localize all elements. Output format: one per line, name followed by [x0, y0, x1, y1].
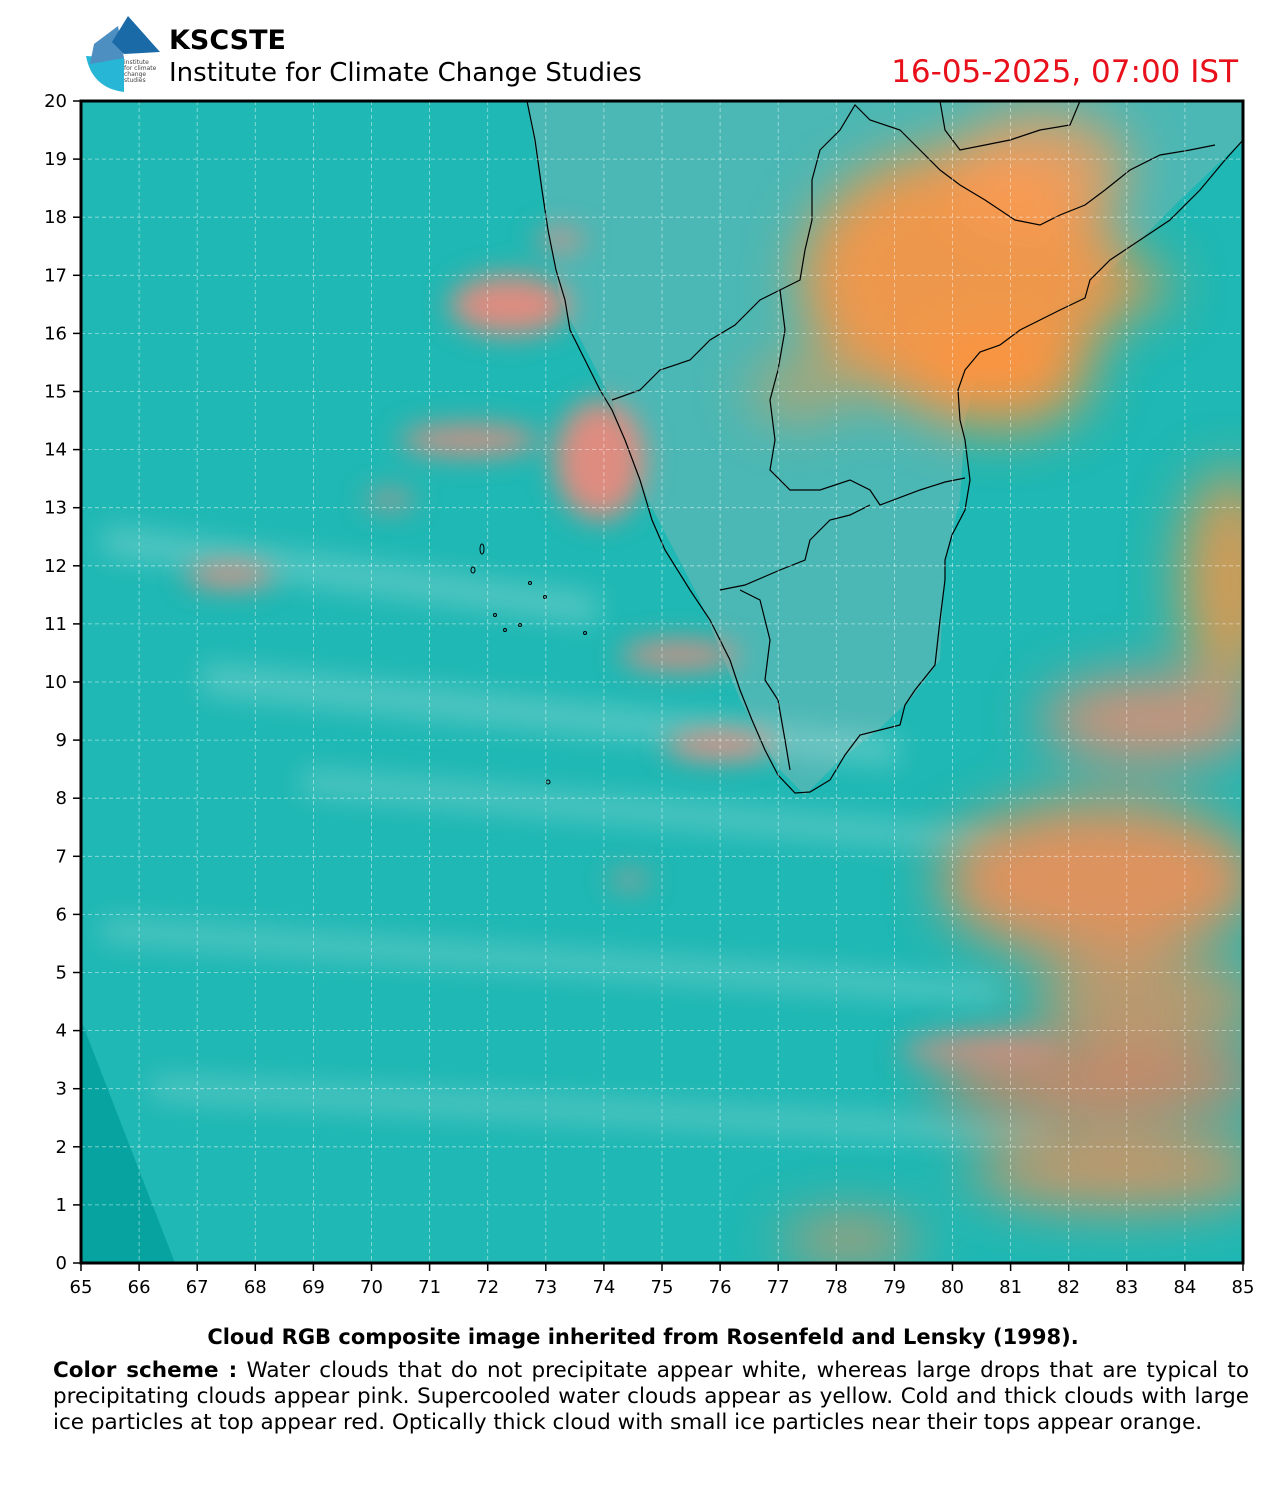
- y-tick-label: 17: [44, 265, 67, 286]
- x-tick-label: 85: [1232, 1277, 1255, 1298]
- x-tick-label: 79: [883, 1277, 906, 1298]
- y-tick-label: 2: [56, 1137, 67, 1158]
- satellite-map: 65 66 67 68 69 70 71 72 73 74 75 76 77 78 79 80 81 82 83 84…: [44, 91, 1255, 1298]
- y-tick-label: 20: [44, 91, 67, 112]
- x-tick-label: 77: [767, 1277, 790, 1298]
- org-subtitle: Institute for Climate Change Studies: [169, 58, 642, 88]
- y-tick-label: 4: [56, 1021, 67, 1042]
- figure-caption: Cloud RGB composite image inherited from…: [207, 1325, 1079, 1349]
- color-scheme-description: Water clouds that do not precipitate app…: [53, 1358, 1249, 1435]
- x-tick-label: 75: [651, 1277, 674, 1298]
- y-tick-label: 7: [56, 846, 67, 867]
- y-tick-label: 10: [44, 672, 67, 693]
- x-tick-label: 72: [476, 1277, 499, 1298]
- x-tick-label: 81: [999, 1277, 1022, 1298]
- x-tick-label: 83: [1115, 1277, 1138, 1298]
- x-tick-label: 80: [941, 1277, 964, 1298]
- islands: [470, 543, 587, 785]
- y-tick-label: 18: [44, 207, 67, 228]
- y-tick-label: 0: [56, 1253, 67, 1274]
- x-tick-label: 66: [128, 1277, 151, 1298]
- x-tick-label: 74: [592, 1277, 615, 1298]
- kscste-logo: institute for climate change studies: [86, 16, 160, 92]
- x-tick-label: 71: [418, 1277, 441, 1298]
- y-tick-label: 5: [56, 963, 67, 984]
- pink-clouds: [185, 230, 1060, 1064]
- x-tick-label: 68: [244, 1277, 267, 1298]
- x-tick-label: 70: [360, 1277, 383, 1298]
- svg-text:studies: studies: [124, 77, 146, 84]
- x-tick-label: 73: [534, 1277, 557, 1298]
- y-tick-label: 8: [56, 788, 67, 809]
- y-tick-label: 14: [44, 440, 67, 461]
- y-tick-label: 6: [56, 904, 67, 925]
- y-tick-label: 11: [44, 614, 67, 635]
- y-tick-label: 13: [44, 498, 67, 519]
- orange-clouds: [750, 110, 1243, 1260]
- x-tick-label: 65: [70, 1277, 93, 1298]
- x-tick-label: 78: [825, 1277, 848, 1298]
- coastline: [526, 101, 1243, 794]
- y-tick-label: 19: [44, 149, 67, 170]
- y-tick-label: 9: [56, 730, 67, 751]
- x-tick-label: 82: [1057, 1277, 1080, 1298]
- x-axis-ticks: 65 66 67 68 69 70 71 72 73 74 75 76 77 78 79 80 81 82 83 84…: [70, 1263, 1255, 1298]
- org-name: KSCSTE: [169, 25, 286, 56]
- y-tick-label: 15: [44, 382, 67, 403]
- x-tick-label: 84: [1173, 1277, 1196, 1298]
- color-scheme-text: Color scheme : Water clouds that do not …: [53, 1358, 1249, 1436]
- gridlines: [81, 101, 1243, 1263]
- color-scheme-label: Color scheme :: [53, 1358, 238, 1383]
- svg-text:institute: institute: [124, 59, 149, 66]
- y-tick-label: 1: [56, 1195, 67, 1216]
- svg-text:for climate: for climate: [124, 65, 157, 72]
- timestamp: 16-05-2025, 07:00 IST: [891, 54, 1238, 90]
- x-tick-label: 67: [186, 1277, 209, 1298]
- svg-text:change: change: [124, 71, 146, 78]
- y-tick-label: 12: [44, 556, 67, 577]
- y-tick-label: 16: [44, 323, 67, 344]
- x-tick-label: 69: [302, 1277, 325, 1298]
- y-tick-label: 3: [56, 1079, 67, 1100]
- no-data-swath: [81, 1020, 175, 1263]
- x-tick-label: 76: [709, 1277, 732, 1298]
